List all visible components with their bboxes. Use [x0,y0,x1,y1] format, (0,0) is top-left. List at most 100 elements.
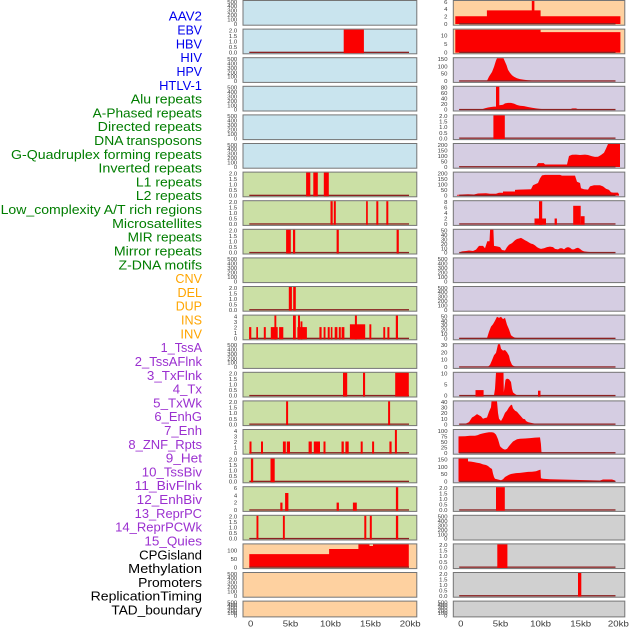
svg-text:0.5: 0.5 [229,531,237,537]
svg-text:30: 30 [441,343,448,349]
svg-text:1.0: 1.0 [439,125,447,131]
svg-text:100: 100 [227,549,237,555]
svg-text:2.0: 2.0 [439,486,447,492]
svg-text:2.0: 2.0 [439,572,447,578]
svg-text:1.0: 1.0 [229,526,237,532]
svg-text:6: 6 [444,206,447,212]
svg-text:300: 300 [227,94,237,100]
svg-text:5kb: 5kb [493,618,509,628]
svg-text:100: 100 [227,590,237,596]
svg-text:50: 50 [231,557,238,563]
svg-text:10: 10 [441,372,448,378]
svg-text:0.0: 0.0 [439,508,447,514]
svg-text:1.5: 1.5 [229,377,237,383]
svg-text:50: 50 [441,440,448,446]
svg-text:30: 30 [441,406,448,412]
svg-text:1.5: 1.5 [229,177,237,183]
svg-text:TAD_boundary: TAD_boundary [111,604,202,618]
svg-text:4: 4 [234,429,237,435]
svg-text:50: 50 [441,159,448,165]
svg-text:0.5: 0.5 [439,131,447,137]
svg-text:80: 80 [441,86,448,92]
svg-text:1_TssA: 1_TssA [161,341,203,355]
svg-text:1.0: 1.0 [229,468,237,474]
svg-text:500: 500 [438,515,448,521]
svg-text:400: 400 [227,603,237,609]
svg-text:300: 300 [227,123,237,129]
svg-text:0.5: 0.5 [229,217,237,223]
svg-text:200: 200 [227,356,237,362]
svg-text:1.5: 1.5 [229,520,237,526]
svg-text:300: 300 [227,581,237,587]
svg-text:0: 0 [234,451,237,457]
svg-text:300: 300 [227,606,237,612]
svg-text:Promoters: Promoters [138,576,202,590]
svg-text:300: 300 [227,352,237,358]
svg-text:30: 30 [441,323,448,329]
svg-text:1.0: 1.0 [229,411,237,417]
svg-text:0: 0 [444,251,447,257]
svg-text:500: 500 [227,86,237,92]
svg-text:CPGisland: CPGisland [139,548,202,562]
svg-text:Z-DNA motifs: Z-DNA motifs [119,258,203,272]
svg-text:3: 3 [234,320,237,326]
svg-text:0: 0 [444,51,447,57]
svg-text:L1 repeats: L1 repeats [136,175,202,189]
svg-text:2.0: 2.0 [229,286,237,292]
svg-text:100: 100 [438,611,448,617]
svg-text:0: 0 [458,618,464,628]
svg-text:500: 500 [438,257,448,263]
svg-text:2.0: 2.0 [229,515,237,521]
svg-text:100: 100 [227,132,237,138]
svg-text:10: 10 [441,358,448,364]
svg-text:9_Het: 9_Het [166,452,203,466]
svg-text:400: 400 [227,119,237,125]
svg-text:0.0: 0.0 [229,394,237,400]
svg-text:Alu repeats: Alu repeats [131,93,202,107]
svg-text:0.0: 0.0 [229,51,237,57]
svg-text:4: 4 [444,7,447,13]
svg-text:5_TxWk: 5_TxWk [153,396,203,410]
svg-text:500: 500 [438,600,448,606]
svg-text:0: 0 [234,508,237,514]
svg-text:0.0: 0.0 [229,194,237,200]
svg-text:2.0: 2.0 [229,457,237,463]
svg-text:0.5: 0.5 [229,474,237,480]
svg-text:200: 200 [227,585,237,591]
svg-text:EBV: EBV [177,24,202,38]
svg-text:200: 200 [438,299,448,305]
svg-text:MIR repeats: MIR repeats [128,231,202,245]
svg-text:200: 200 [227,99,237,105]
svg-text:Low_complexity A/T rich region: Low_complexity A/T rich regions [1,203,202,217]
svg-text:7_Enh: 7_Enh [164,424,202,438]
svg-text:11_BivFlnk: 11_BivFlnk [135,479,203,493]
svg-text:100: 100 [438,154,448,160]
svg-text:1: 1 [234,445,237,451]
svg-text:0: 0 [234,165,237,171]
svg-text:0: 0 [444,337,447,343]
svg-text:200: 200 [438,271,448,277]
svg-text:500: 500 [227,57,237,63]
svg-text:0.5: 0.5 [439,560,447,566]
svg-text:0: 0 [444,308,447,314]
svg-text:40: 40 [441,319,448,325]
svg-text:6_EnhG: 6_EnhG [154,410,202,424]
svg-text:100: 100 [227,18,237,24]
svg-text:HBV: HBV [176,37,203,51]
svg-text:1.5: 1.5 [439,577,447,583]
svg-text:L2 repeats: L2 repeats [136,189,202,203]
svg-text:1.0: 1.0 [229,39,237,45]
svg-text:1.0: 1.0 [229,211,237,217]
svg-text:HTLV-1: HTLV-1 [159,79,202,93]
svg-text:0.5: 0.5 [229,45,237,51]
svg-text:150: 150 [438,57,448,63]
svg-text:75: 75 [441,434,448,440]
svg-text:50: 50 [441,229,448,235]
svg-text:0: 0 [444,165,447,171]
svg-text:1.5: 1.5 [229,463,237,469]
svg-text:1.0: 1.0 [229,297,237,303]
svg-text:50: 50 [441,314,448,320]
svg-text:Methylation: Methylation [128,562,202,576]
svg-text:400: 400 [227,576,237,582]
svg-text:200: 200 [227,156,237,162]
